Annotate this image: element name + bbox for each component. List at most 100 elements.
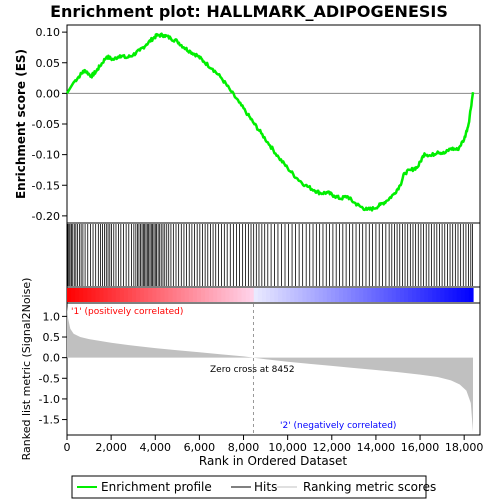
es-axis-label: Enrichment score (ES) (14, 49, 28, 199)
metric-y-tick-label: -0.5 (39, 372, 60, 385)
metric-axis-label: Ranked list metric (Signal2Noise) (20, 278, 33, 461)
x-tick-label: 0 (64, 441, 71, 454)
rank-color-segment (71, 288, 76, 302)
rank-color-segment (468, 288, 474, 302)
rank-color-segment (391, 288, 397, 302)
rank-color-segment (192, 288, 198, 302)
metric-y-tick-label: 0.5 (43, 331, 61, 344)
rank-color-segment (200, 288, 206, 302)
x-tick-label: 10,000 (268, 441, 307, 454)
rank-color-segment (428, 288, 433, 302)
rank-color-segment (416, 288, 421, 302)
rank-color-segment (464, 288, 470, 302)
rank-color-segment (298, 288, 304, 302)
rank-color-segment (79, 288, 84, 302)
rank-color-segment (371, 288, 377, 302)
rank-color-segment (326, 288, 332, 302)
rank-color-segment (282, 288, 287, 302)
enrichment-profile-line (65, 32, 475, 212)
rank-color-segment (75, 288, 80, 302)
rank-color-segment (119, 288, 125, 302)
rank-color-segment (387, 288, 393, 302)
es-y-tick-label: -0.15 (32, 179, 60, 192)
x-tick-label: 14,000 (357, 441, 396, 454)
x-tick-label: 18,000 (445, 441, 484, 454)
rank-color-segment (205, 288, 210, 302)
x-tick-label: 2,000 (95, 441, 127, 454)
rank-color-segment (408, 288, 413, 302)
x-tick-label: 12,000 (313, 441, 352, 454)
rank-color-segment (314, 288, 320, 302)
es-panel-frame (66, 24, 481, 224)
rank-color-segment (351, 288, 356, 302)
rank-color-segment (444, 288, 450, 302)
legend: Enrichment profile Hits Ranking metric s… (71, 475, 436, 499)
metric-y-tick-label: -1.0 (39, 393, 60, 406)
rank-color-segment (270, 288, 275, 302)
rank-color-segment (144, 288, 149, 302)
rank-color-segment (245, 288, 251, 302)
rank-color-segment (237, 288, 243, 302)
x-axis-label: Rank in Ordered Dataset (199, 454, 347, 468)
rank-color-segment (184, 288, 190, 302)
rank-color-segment (274, 288, 279, 302)
x-tick-label: 4,000 (140, 441, 172, 454)
es-y-tick-label: -0.05 (32, 118, 60, 131)
rank-color-segment (253, 288, 259, 302)
rank-color-segment (436, 288, 442, 302)
legend-label-hits: Hits (254, 480, 277, 494)
rank-color-segment (403, 288, 409, 302)
es-y-tick-label: -0.20 (32, 210, 60, 223)
rank-color-segment (213, 288, 218, 302)
rank-color-segment (286, 288, 291, 302)
zero-cross-label: Zero cross at 8452 (210, 365, 295, 375)
rank-color-segment (265, 288, 271, 302)
rank-color-segment (115, 288, 121, 302)
rank-color-segment (241, 288, 247, 302)
rank-color-segment (440, 288, 446, 302)
rank-color-segment (152, 288, 157, 302)
rank-color-segment (103, 288, 109, 302)
hits-panel (67, 224, 473, 286)
rank-color-segment (164, 288, 170, 302)
rank-color-segment (318, 288, 324, 302)
ranking-metric-area (67, 306, 473, 432)
rank-color-segment (261, 288, 267, 302)
rank-color-segment (83, 288, 88, 302)
rank-color-segment (452, 288, 458, 302)
rank-color-segment (294, 288, 300, 302)
rank-color-segment (383, 288, 389, 302)
metric-y-tick-label: 1.0 (43, 310, 61, 323)
rank-color-segment (355, 288, 360, 302)
rank-color-segment (160, 288, 166, 302)
rank-color-segment (322, 288, 328, 302)
es-y-tick-label: 0.05 (36, 57, 61, 70)
rank-color-segment (330, 288, 336, 302)
negative-correlation-label: '2' (negatively correlated) (280, 421, 396, 431)
rank-color-segment (176, 288, 182, 302)
rank-color-segment (209, 288, 214, 302)
rank-color-segment (123, 288, 129, 302)
rank-color-segment (249, 288, 255, 302)
rank-color-segment (111, 288, 117, 302)
chart-title: Enrichment plot: HALLMARK_ADIPOGENESIS (50, 2, 448, 21)
x-tick-label: 16,000 (401, 441, 440, 454)
rank-color-segment (99, 288, 105, 302)
rank-color-segment (233, 288, 239, 302)
rank-color-segment (412, 288, 417, 302)
x-axis: 0 2,000 4,000 6,000 8,000 10,000 12,000 14,000 1… (64, 435, 484, 454)
es-panel: 0.10 0.05 0.00 -0.05 -0.10 -0.15 -0.20 (32, 26, 480, 223)
rank-color-segment (359, 288, 364, 302)
rank-color-segment (225, 288, 230, 302)
rank-color-segment (221, 288, 226, 302)
rank-color-segment (278, 288, 283, 302)
rank-color-segment (456, 288, 462, 302)
rank-color-segment (395, 288, 401, 302)
rank-color-segment (188, 288, 194, 302)
rank-color-segment (424, 288, 429, 302)
rank-color-segment (168, 288, 174, 302)
rank-color-segment (399, 288, 405, 302)
rank-color-segment (67, 288, 72, 302)
rank-color-segment (363, 288, 369, 302)
rank-color-bar (67, 288, 474, 302)
